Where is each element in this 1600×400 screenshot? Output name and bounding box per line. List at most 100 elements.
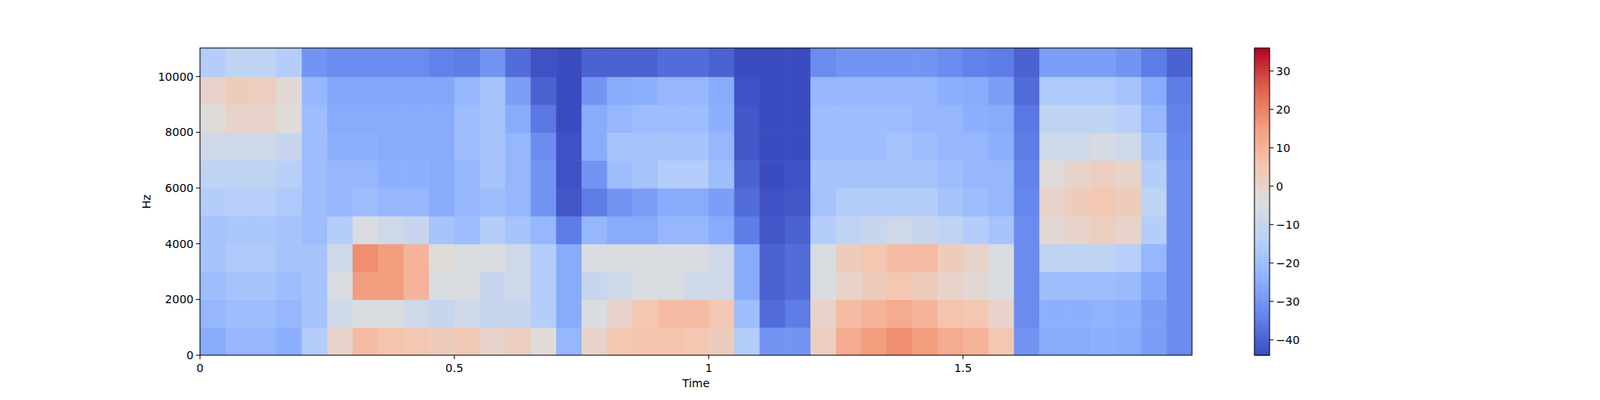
y-tick-label: 4000 bbox=[164, 237, 194, 251]
cell bbox=[352, 160, 379, 188]
cell bbox=[836, 160, 862, 188]
cell bbox=[1090, 160, 1116, 188]
cell bbox=[225, 160, 252, 188]
cell bbox=[378, 327, 404, 356]
cell bbox=[454, 48, 480, 77]
cell bbox=[810, 76, 836, 105]
cell bbox=[1140, 76, 1167, 105]
cell bbox=[1090, 48, 1116, 77]
cell bbox=[556, 76, 582, 105]
cell bbox=[784, 327, 811, 356]
cell bbox=[1166, 244, 1192, 272]
cell bbox=[403, 132, 429, 160]
cell bbox=[886, 327, 912, 356]
cell bbox=[734, 104, 760, 133]
cell bbox=[581, 299, 608, 328]
cell bbox=[428, 104, 455, 133]
cell bbox=[403, 76, 429, 105]
cell bbox=[657, 299, 684, 328]
cells bbox=[200, 48, 1192, 356]
cell bbox=[861, 299, 888, 328]
cell bbox=[683, 244, 709, 272]
cell bbox=[276, 76, 302, 105]
cell bbox=[784, 216, 811, 244]
cell bbox=[581, 132, 608, 160]
cell bbox=[454, 132, 480, 160]
cell bbox=[657, 48, 684, 77]
cell bbox=[225, 48, 252, 77]
cell bbox=[301, 244, 328, 272]
cell bbox=[1013, 244, 1040, 272]
x-tick-label: 1 bbox=[704, 361, 712, 375]
cell bbox=[428, 132, 455, 160]
cell bbox=[276, 327, 302, 356]
cell bbox=[352, 132, 379, 160]
cell bbox=[276, 132, 302, 160]
cell bbox=[1013, 327, 1040, 356]
cell bbox=[708, 132, 735, 160]
cell bbox=[480, 272, 506, 300]
cell bbox=[428, 299, 455, 328]
cell bbox=[861, 160, 888, 188]
cell bbox=[276, 160, 302, 188]
cell bbox=[937, 48, 964, 77]
cell bbox=[708, 216, 735, 244]
cell bbox=[607, 76, 633, 105]
cell bbox=[403, 48, 429, 77]
cell bbox=[886, 104, 912, 133]
cell bbox=[327, 104, 353, 133]
cell bbox=[963, 244, 989, 272]
cell bbox=[556, 299, 582, 328]
colorbar-tick bbox=[1269, 300, 1274, 302]
cell bbox=[480, 132, 506, 160]
cell bbox=[251, 188, 277, 216]
cell bbox=[836, 104, 862, 133]
cell bbox=[683, 216, 709, 244]
cell bbox=[1090, 327, 1116, 356]
cell bbox=[530, 299, 556, 328]
cell bbox=[886, 76, 912, 105]
colorbar-tick-label: −30 bbox=[1276, 295, 1300, 308]
cell bbox=[734, 48, 760, 77]
cell bbox=[886, 48, 912, 77]
cell bbox=[937, 244, 964, 272]
cell bbox=[886, 160, 912, 188]
cell bbox=[200, 76, 226, 105]
y-tick bbox=[196, 188, 200, 189]
cell bbox=[581, 188, 608, 216]
cell bbox=[276, 299, 302, 328]
cell bbox=[759, 132, 785, 160]
cell bbox=[1090, 272, 1116, 300]
cell bbox=[734, 160, 760, 188]
cell bbox=[480, 244, 506, 272]
cell bbox=[988, 327, 1015, 356]
cell bbox=[530, 76, 556, 105]
cell bbox=[1140, 327, 1167, 356]
cell bbox=[759, 216, 785, 244]
cell bbox=[530, 244, 556, 272]
cell bbox=[912, 188, 938, 216]
cell bbox=[1064, 327, 1091, 356]
cell bbox=[530, 104, 556, 133]
cell bbox=[1166, 299, 1192, 328]
y-tick-label: 6000 bbox=[164, 181, 194, 195]
cell bbox=[861, 104, 888, 133]
cell bbox=[505, 48, 532, 77]
chart-root: 00.511.50200040006000800010000TimeHz−40−… bbox=[0, 0, 1600, 400]
colorbar-tick bbox=[1269, 185, 1274, 187]
cell bbox=[607, 48, 633, 77]
cell bbox=[454, 216, 480, 244]
cell bbox=[301, 132, 328, 160]
cell bbox=[200, 48, 226, 77]
cell bbox=[556, 272, 582, 300]
cell bbox=[734, 76, 760, 105]
cell bbox=[1116, 244, 1142, 272]
cell bbox=[428, 216, 455, 244]
cell bbox=[810, 48, 836, 77]
y-tick bbox=[196, 299, 200, 300]
cell bbox=[1116, 188, 1142, 216]
cell bbox=[1166, 132, 1192, 160]
cell bbox=[352, 244, 379, 272]
cell bbox=[225, 299, 252, 328]
cell bbox=[734, 216, 760, 244]
